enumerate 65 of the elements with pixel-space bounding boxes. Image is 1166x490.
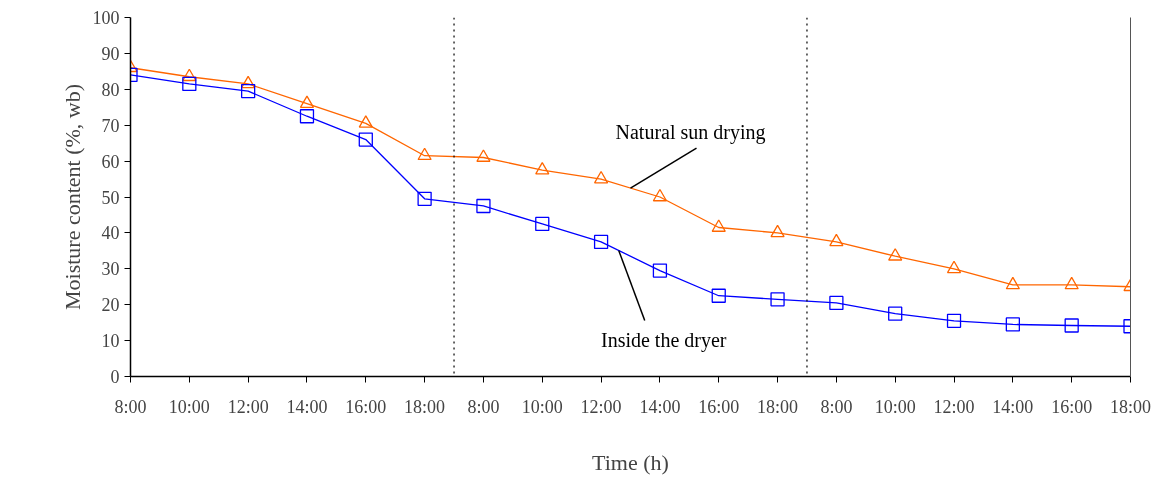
point xyxy=(593,234,609,250)
x-tick-label: 12:00 xyxy=(580,396,622,417)
y-tick-label: 90 xyxy=(101,43,120,64)
y-tick-label: 0 xyxy=(110,367,120,387)
x-axis-title: Time (h) xyxy=(592,449,669,475)
point xyxy=(182,68,197,82)
x-tick-label: 8:00 xyxy=(467,396,500,417)
point xyxy=(241,83,256,99)
y-tick-label: 70 xyxy=(101,115,120,136)
x-tick-label: 18:00 xyxy=(404,396,446,417)
point xyxy=(652,263,668,278)
series-label: Natural sun drying xyxy=(615,121,766,145)
point xyxy=(652,188,668,202)
x-tick-label: 14:00 xyxy=(992,396,1034,417)
x-tick-label: 8:00 xyxy=(820,396,853,417)
point xyxy=(946,260,962,274)
series-label: Inside the dryer xyxy=(600,329,727,353)
point xyxy=(1064,276,1079,290)
y-axis-title: Moisture content (%, wb) xyxy=(59,83,85,311)
point xyxy=(829,295,844,311)
point xyxy=(946,313,962,329)
x-tick-label: 10:00 xyxy=(168,396,210,417)
x-tick-label: 10:00 xyxy=(874,396,916,417)
x-tick-label: 16:00 xyxy=(1051,396,1093,417)
point xyxy=(711,219,726,232)
point xyxy=(476,198,491,214)
point xyxy=(182,76,197,92)
point xyxy=(535,216,550,232)
point xyxy=(1064,318,1079,333)
x-tick-label: 8:00 xyxy=(114,396,147,417)
x-tick-label: 16:00 xyxy=(345,396,387,417)
point xyxy=(535,161,550,175)
y-tick-label: 10 xyxy=(101,331,120,352)
point xyxy=(770,224,785,238)
y-tick-label: 40 xyxy=(101,223,120,244)
point xyxy=(241,75,256,89)
x-tick-label: 12:00 xyxy=(227,396,269,417)
point xyxy=(358,132,373,147)
point xyxy=(476,149,491,162)
y-tick-label: 20 xyxy=(101,295,120,316)
x-tick-label: 16:00 xyxy=(698,396,740,417)
x-tick-label: 18:00 xyxy=(1110,396,1152,417)
point xyxy=(829,233,844,247)
y-tick-label: 30 xyxy=(101,259,120,280)
point xyxy=(711,288,726,303)
point xyxy=(299,95,315,109)
point xyxy=(593,170,609,184)
point xyxy=(888,306,903,321)
y-tick-label: 100 xyxy=(92,8,120,28)
x-tick-label: 14:00 xyxy=(639,396,681,417)
y-tick-label: 80 xyxy=(101,79,120,100)
y-tick-label: 60 xyxy=(101,151,120,172)
point xyxy=(417,147,432,161)
point xyxy=(888,248,903,261)
point xyxy=(770,292,785,307)
point xyxy=(1005,317,1020,332)
point xyxy=(1005,276,1020,290)
x-tick-label: 12:00 xyxy=(933,396,975,417)
x-tick-label: 10:00 xyxy=(521,396,563,417)
point xyxy=(299,109,315,124)
x-tick-label: 14:00 xyxy=(286,396,328,417)
point xyxy=(358,115,373,128)
x-tick-label: 18:00 xyxy=(757,396,799,417)
y-tick-label: 50 xyxy=(101,187,120,208)
point xyxy=(417,191,432,206)
